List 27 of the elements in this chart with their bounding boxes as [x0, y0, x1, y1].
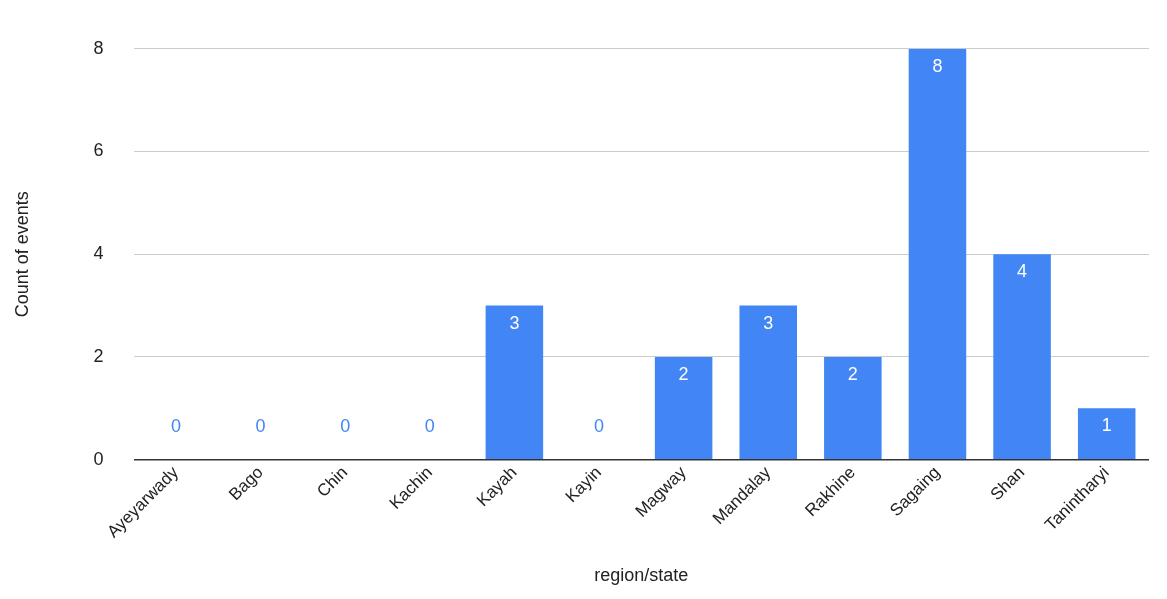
data-label: 2 [678, 363, 689, 384]
data-label: 0 [340, 415, 351, 436]
bar [654, 356, 713, 459]
data-label: 1 [1101, 415, 1112, 436]
data-label: 3 [509, 312, 520, 333]
data-label: 0 [170, 415, 181, 436]
bar [993, 254, 1051, 459]
y-tick-label: 8 [93, 37, 104, 58]
y-tick-label: 0 [93, 448, 104, 469]
bar [739, 305, 797, 459]
x-axis-title: region/state [594, 565, 689, 586]
bar [908, 48, 967, 459]
bar [824, 356, 882, 459]
y-tick-label: 6 [93, 140, 104, 161]
data-label: 2 [847, 363, 858, 384]
x-tick-label: Chin [313, 462, 352, 501]
data-label: 8 [932, 55, 943, 76]
y-tick-label: 2 [93, 345, 104, 366]
bar [1077, 408, 1136, 459]
data-label: 0 [255, 415, 266, 436]
bar [485, 305, 544, 459]
data-label: 4 [1017, 261, 1028, 282]
data-label: 0 [424, 415, 435, 436]
data-label: 3 [763, 312, 774, 333]
data-label: 0 [593, 415, 605, 436]
y-axis-title: Count of events [11, 191, 32, 318]
y-tick-label: 4 [93, 243, 104, 264]
